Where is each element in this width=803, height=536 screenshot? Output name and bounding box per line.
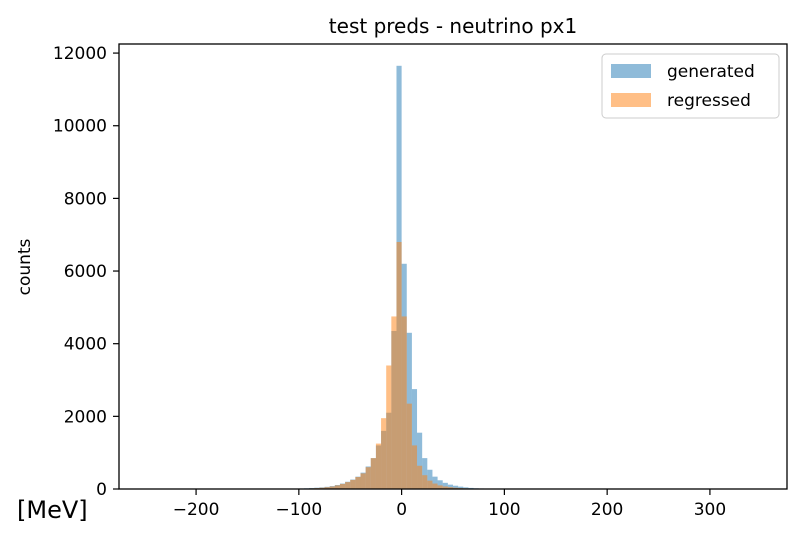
legend-label-regressed: regressed bbox=[667, 91, 751, 111]
y-tick-label: 10000 bbox=[53, 117, 107, 137]
bar-regressed-8 bbox=[324, 487, 330, 489]
bar-regressed-15 bbox=[360, 473, 366, 489]
x-tick-label: 0 bbox=[396, 500, 407, 520]
y-tick-label: 0 bbox=[96, 480, 107, 500]
bar-regressed-19 bbox=[381, 418, 387, 489]
y-tick-label: 8000 bbox=[64, 189, 107, 209]
bar-regressed-14 bbox=[355, 477, 361, 489]
bar-regressed-13 bbox=[350, 479, 356, 489]
bar-regressed-30 bbox=[437, 485, 443, 489]
bar-regressed-24 bbox=[406, 403, 412, 489]
legend-swatch-generated bbox=[611, 64, 651, 78]
bar-regressed-11 bbox=[339, 483, 346, 489]
bar-regressed-28 bbox=[427, 480, 433, 489]
bar-regressed-27 bbox=[422, 475, 428, 489]
bar-regressed-20 bbox=[386, 365, 392, 489]
bar-generated-27 bbox=[422, 458, 428, 489]
bar-regressed-32 bbox=[447, 487, 453, 489]
bar-regressed-22 bbox=[396, 241, 402, 489]
bar-generated-26 bbox=[417, 432, 423, 489]
bar-generated-32 bbox=[447, 484, 453, 489]
bar-generated-35 bbox=[463, 487, 469, 489]
bar-regressed-26 bbox=[417, 465, 423, 489]
bars-layer bbox=[283, 65, 520, 489]
bar-regressed-9 bbox=[329, 486, 335, 489]
bar-regressed-25 bbox=[411, 445, 418, 489]
bar-generated-25 bbox=[411, 389, 418, 489]
bar-generated-28 bbox=[427, 469, 433, 489]
bar-regressed-31 bbox=[442, 486, 448, 489]
legend: generated regressed bbox=[601, 53, 780, 119]
chart-title: test preds - neutrino px1 bbox=[329, 14, 577, 38]
y-tick-label: 12000 bbox=[53, 44, 107, 64]
bar-regressed-16 bbox=[365, 467, 371, 489]
x-axis-ticks: −200 −100 0 100 200 300 bbox=[173, 489, 726, 520]
x-tick-label: 200 bbox=[591, 500, 623, 520]
bar-generated-29 bbox=[432, 476, 438, 489]
bar-regressed-10 bbox=[334, 485, 340, 489]
y-axis-ticks: 0 2000 4000 6000 8000 10000 12000 bbox=[53, 44, 119, 500]
bar-regressed-29 bbox=[432, 483, 438, 489]
x-tick-label: −200 bbox=[173, 500, 220, 520]
bar-regressed-21 bbox=[391, 316, 397, 489]
bar-generated-34 bbox=[458, 486, 464, 489]
bar-generated-31 bbox=[442, 482, 448, 489]
x-tick-label: 100 bbox=[488, 500, 520, 520]
y-tick-label: 4000 bbox=[64, 335, 107, 355]
bar-regressed-18 bbox=[375, 443, 382, 489]
x-unit-label: [MeV] bbox=[17, 496, 88, 524]
bar-generated-33 bbox=[453, 485, 459, 489]
x-tick-label: 300 bbox=[694, 500, 726, 520]
y-tick-label: 2000 bbox=[64, 407, 107, 427]
bar-regressed-12 bbox=[345, 482, 351, 489]
bar-regressed-23 bbox=[401, 316, 407, 489]
series-regressed bbox=[283, 241, 510, 489]
bar-regressed-17 bbox=[370, 458, 376, 489]
x-tick-label: −100 bbox=[275, 500, 322, 520]
y-axis-label: counts bbox=[15, 238, 35, 295]
legend-swatch-regressed bbox=[611, 93, 651, 107]
legend-label-generated: generated bbox=[667, 62, 755, 82]
plot-frame bbox=[118, 43, 788, 490]
bar-generated-30 bbox=[437, 480, 443, 489]
y-tick-label: 6000 bbox=[64, 262, 107, 282]
